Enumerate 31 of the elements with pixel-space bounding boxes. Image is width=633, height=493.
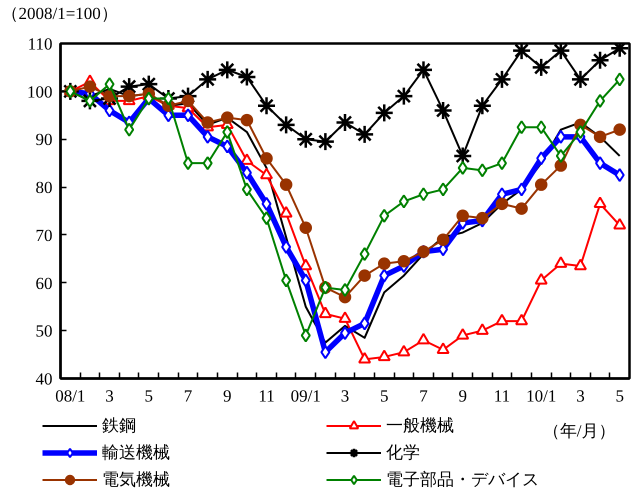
x-tick-label: 5 (380, 386, 388, 406)
x-tick-label: 5 (615, 386, 624, 406)
x-tick-label: 5 (144, 386, 154, 406)
legend-label: 鉄鋼 (102, 415, 137, 437)
legend-label: 電気機械 (102, 469, 171, 491)
x-tick-label: 3 (340, 386, 350, 406)
x-axis-title: （年/月） (542, 422, 616, 440)
y-tick-label: 60 (36, 274, 52, 293)
x-tick-label: 3 (105, 386, 114, 406)
y-tick-label: 70 (36, 226, 52, 245)
y-tick-label: 40 (36, 370, 52, 388)
x-tick-label: 10/1 (526, 386, 556, 406)
x-tick-label: 9 (458, 386, 467, 406)
legend-label: 電子部品・デバイス (386, 469, 540, 491)
y-tick-label: 100 (27, 82, 52, 102)
x-tick-label: 11 (258, 386, 275, 406)
legend-label: 一般機械 (386, 416, 454, 435)
y-axis-title: （2008/1=100） (2, 4, 118, 23)
x-tick-label: 09/1 (290, 386, 321, 406)
x-tick-label: 7 (184, 386, 193, 406)
y-tick-label: 50 (36, 322, 52, 341)
x-tick-label: 08/1 (55, 386, 86, 406)
x-tick-label: 9 (223, 386, 232, 406)
legend-label: 化学 (386, 442, 421, 464)
x-tick-label: 3 (576, 386, 585, 406)
y-tick-label: 80 (36, 178, 52, 198)
y-tick-label: 90 (36, 130, 52, 150)
y-tick-label: 110 (28, 34, 53, 54)
x-tick-label: 7 (419, 386, 428, 406)
legend-label: 輸送機械 (102, 442, 171, 464)
x-tick-label: 11 (494, 386, 510, 406)
